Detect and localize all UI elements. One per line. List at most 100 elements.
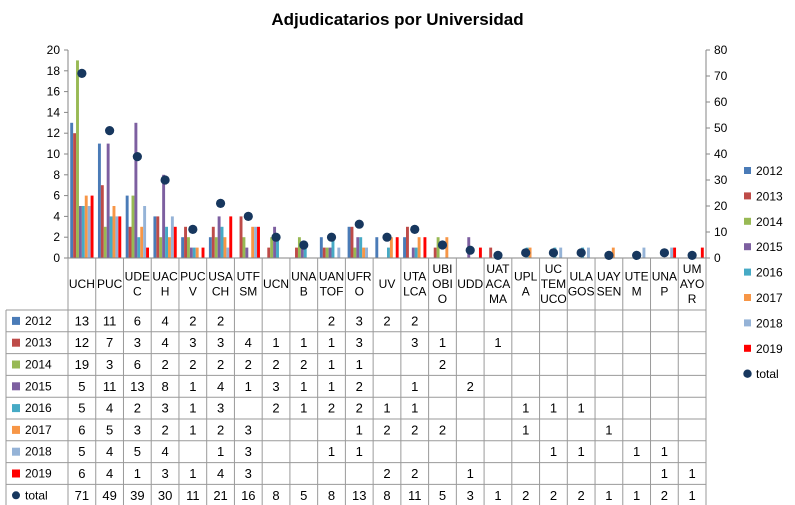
total-marker-upla <box>521 248 531 258</box>
table-cell-2015-udec: 13 <box>130 379 144 394</box>
bar-2016-udec <box>137 237 141 258</box>
table-cell-2014-udec: 6 <box>134 357 141 372</box>
table-key-2013 <box>12 338 20 347</box>
table-cell-total-umayor: 1 <box>689 488 696 503</box>
table-cell-2013-uatacama: 1 <box>494 335 501 350</box>
table-cell-2018-ulagos: 1 <box>578 444 585 459</box>
category-label-uctemuco: UC <box>545 262 563 276</box>
table-cell-2016-uctemuco: 1 <box>550 401 557 416</box>
table-cell-2018-puc: 4 <box>106 444 113 459</box>
table-key-2018 <box>12 447 20 456</box>
legend-label-2013: 2013 <box>756 189 783 203</box>
table-key-2015 <box>12 382 20 391</box>
bar-2017-ufro <box>362 247 366 258</box>
bar-2013-utfsm <box>239 216 243 258</box>
category-label-uctemuco: TEM <box>541 277 566 291</box>
bar-2012-puc <box>97 143 101 258</box>
category-label-uaysen: UAY <box>597 270 621 284</box>
bar-2017-usach <box>223 237 227 258</box>
legend-label-2017: 2017 <box>756 291 783 305</box>
table-cell-2016-ucn: 2 <box>272 401 279 416</box>
bar-2013-uach <box>156 216 160 258</box>
table-cell-2014-uch: 19 <box>75 357 89 372</box>
table-cell-total-uch: 71 <box>75 488 89 503</box>
total-marker-uctemuco <box>548 248 559 258</box>
table-cell-2017-ubiobio: 2 <box>439 422 446 437</box>
legend-swatch-2019 <box>744 344 751 352</box>
category-label-umayor: AYO <box>680 277 704 291</box>
category-label-uantof: TOF <box>320 285 344 299</box>
table-cell-2015-uach: 8 <box>161 379 168 394</box>
table-cell-2019-udec: 1 <box>134 466 141 481</box>
table-row-label-2013: 2013 <box>25 336 52 350</box>
bar-2013-ufro <box>350 226 354 258</box>
category-label-usach: USA <box>208 270 233 284</box>
table-cell-2017-uch: 6 <box>78 422 85 437</box>
bar-2016-uch <box>81 206 85 258</box>
table-cell-total-ubiobio: 5 <box>439 488 446 503</box>
total-marker-ucn <box>271 232 281 242</box>
category-label-utfsm: UTF <box>237 270 260 284</box>
bar-2016-uantof <box>331 237 335 258</box>
bar-2013-ubiobio <box>433 247 437 258</box>
bar-2019-utalca <box>423 237 427 258</box>
category-label-ufro: UFR <box>347 270 372 284</box>
bar-2012-uv <box>375 237 379 258</box>
table-cell-2013-uantof: 1 <box>328 335 335 350</box>
bar-2013-uantof <box>322 247 326 258</box>
bar-2013-uatacama <box>489 247 493 258</box>
category-label-udd: UDD <box>457 277 483 291</box>
total-marker-unap <box>659 248 669 258</box>
category-label-udec: C <box>133 285 142 299</box>
table-cell-2018-uantof: 1 <box>328 444 335 459</box>
bar-2015-uch <box>78 206 82 258</box>
table-cell-total-pucv: 11 <box>186 488 200 503</box>
bar-2017-utfsm <box>251 226 255 258</box>
total-marker-uaysen <box>604 250 614 260</box>
category-label-ulagos: GOS <box>568 285 595 299</box>
bar-2016-unab <box>303 247 307 258</box>
category-label-unab: UNA <box>291 270 316 284</box>
table-cell-total-puc: 49 <box>102 488 116 503</box>
table-cell-2016-unab: 1 <box>300 401 307 416</box>
legend-label-2014: 2014 <box>756 215 783 229</box>
table-cell-2014-unab: 2 <box>300 357 307 372</box>
table-key-2016 <box>12 404 20 413</box>
table-cell-2013-puc: 7 <box>106 335 113 350</box>
table-cell-2012-uach: 4 <box>161 313 168 328</box>
table-cell-total-utalca: 11 <box>408 488 422 503</box>
table-cell-total-upla: 2 <box>522 488 529 503</box>
bar-2013-unab <box>295 247 298 258</box>
table-key-2017 <box>12 425 20 434</box>
category-label-puc: PUC <box>97 277 123 291</box>
table-cell-2012-uantof: 2 <box>328 313 335 328</box>
bar-2014-udec <box>131 195 135 258</box>
bar-2018-puc <box>115 216 119 258</box>
y2-tick-label: 60 <box>714 95 728 109</box>
table-cell-2019-puc: 4 <box>106 466 113 481</box>
category-label-upla: A <box>522 285 530 299</box>
total-marker-uantof <box>326 232 337 242</box>
category-label-uach: UAC <box>152 270 178 284</box>
table-cell-total-uaysen: 1 <box>605 488 612 503</box>
bar-2018-ulagos <box>587 247 590 258</box>
table-cell-2012-ufro: 3 <box>356 313 363 328</box>
category-label-unap: UNA <box>652 270 677 284</box>
bar-2014-pucv <box>187 237 190 258</box>
bar-2014-puc <box>103 226 107 258</box>
table-cell-2015-puc: 11 <box>103 379 117 394</box>
category-label-utem: UTE <box>625 270 649 284</box>
bar-2016-uv <box>387 247 390 258</box>
bar-2016-uach <box>165 226 168 258</box>
y-tick-label: 10 <box>47 147 61 161</box>
category-label-ubiobio: OBI <box>432 277 453 291</box>
y-tick-label: 18 <box>47 64 61 78</box>
bar-2014-usach <box>214 237 218 258</box>
bar-2014-uch <box>76 60 79 259</box>
bar-2017-utalca <box>417 237 421 258</box>
bar-2017-pucv <box>195 247 199 258</box>
table-cell-2015-udd: 2 <box>467 379 474 394</box>
table-cell-2014-utfsm: 2 <box>245 357 252 372</box>
table-cell-2013-uach: 4 <box>161 335 168 350</box>
category-label-utalca: LCA <box>403 285 426 299</box>
